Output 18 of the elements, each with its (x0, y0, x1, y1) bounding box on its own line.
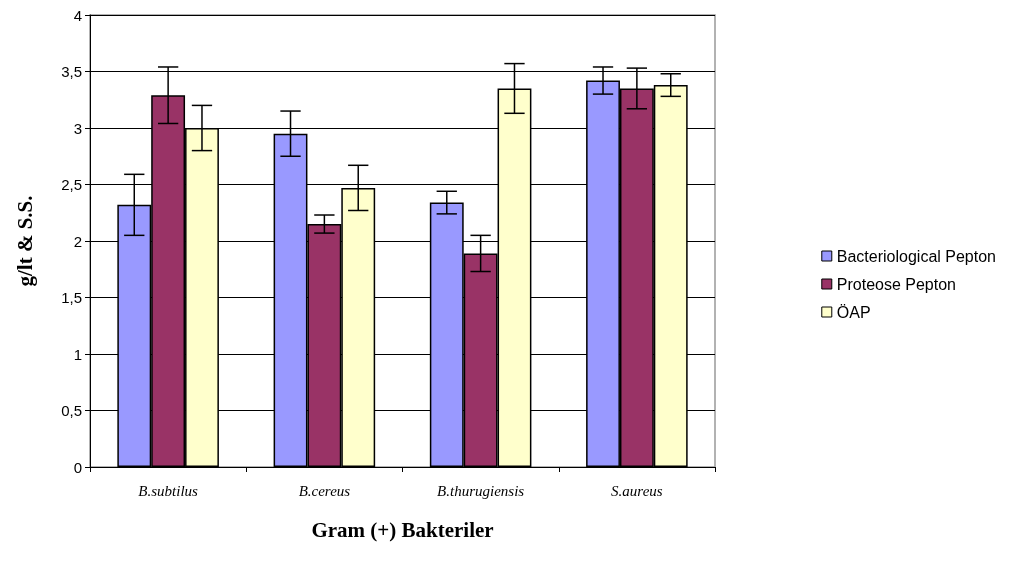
y-tick-label: 0 (73, 458, 82, 476)
x-tick-label: S.aureus (611, 482, 663, 499)
y-tick-label: 1 (73, 345, 82, 363)
legend-label: Proteose Pepton (836, 275, 956, 293)
y-tick-label: 1,5 (61, 289, 82, 306)
legend-label: Bacteriological Pepton (836, 247, 997, 265)
y-tick-label: 0,5 (61, 402, 82, 419)
x-tick-label: B.cereus (298, 482, 351, 499)
x-axis-title: Gram (+) Bakteriler (311, 517, 494, 542)
y-axis-title: g/lt & S.S. (12, 195, 37, 287)
y-tick-label: 2,5 (61, 176, 82, 193)
y-tick-label: 3 (73, 119, 82, 137)
legend-label: ÖAP (836, 303, 871, 321)
y-tick-label: 2 (73, 232, 82, 250)
y-tick-label: 4 (73, 6, 82, 24)
x-tick-label: B.thurugiensis (437, 482, 525, 499)
x-tick-label: B.subtilus (138, 482, 199, 499)
y-tick-label: 3,5 (61, 63, 82, 80)
